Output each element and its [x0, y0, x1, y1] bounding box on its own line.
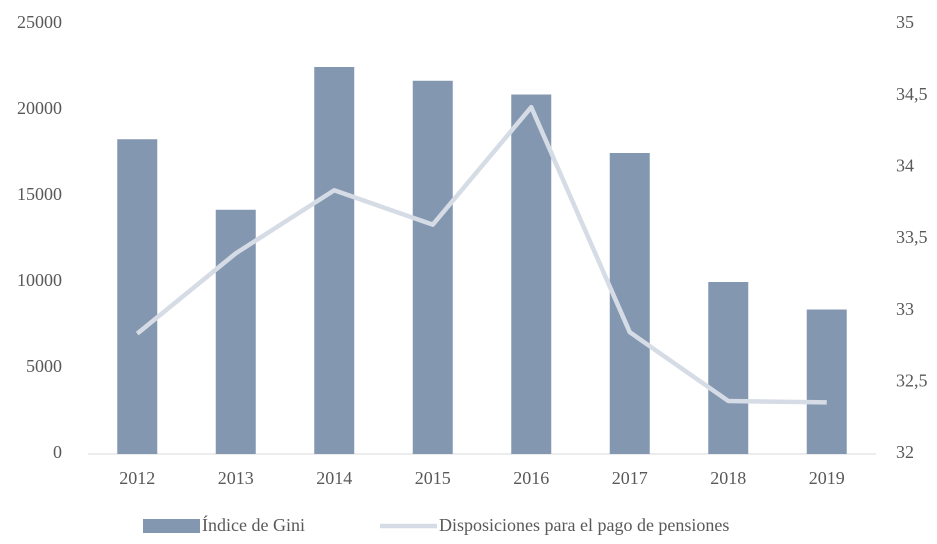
- bar: [511, 94, 552, 455]
- y2-tick-label: 32: [896, 442, 914, 462]
- y-tick-label: 10000: [17, 270, 62, 290]
- y2-tick-label: 34: [896, 155, 914, 175]
- bar: [215, 209, 256, 454]
- y-tick-label: 20000: [17, 98, 62, 118]
- legend-label: Índice de Gini: [202, 514, 305, 535]
- x-tick-label: 2013: [218, 468, 254, 488]
- y-tick-label: 25000: [17, 12, 62, 32]
- y-tick-label: 0: [53, 442, 62, 462]
- bar: [806, 309, 847, 454]
- x-tick-label: 2012: [119, 468, 155, 488]
- bar: [708, 282, 749, 454]
- y2-tick-label: 34,5: [896, 84, 928, 104]
- y-tick-label: 15000: [17, 184, 62, 204]
- legend-swatch: [143, 519, 200, 533]
- y2-tick-label: 32,5: [896, 370, 928, 390]
- bar: [314, 67, 355, 454]
- y2-tick-label: 35: [896, 12, 914, 32]
- bar: [412, 80, 453, 454]
- x-tick-label: 2019: [809, 468, 845, 488]
- x-tick-label: 2018: [710, 468, 746, 488]
- y2-tick-label: 33,5: [896, 227, 928, 247]
- x-tick-label: 2014: [316, 468, 352, 488]
- legend-label: Disposiciones para el pago de pensiones: [439, 515, 729, 535]
- y-tick-label: 5000: [26, 356, 62, 376]
- x-tick-label: 2017: [612, 468, 648, 488]
- bar: [117, 139, 158, 455]
- y2-tick-label: 33: [896, 299, 914, 319]
- line: [135, 104, 827, 405]
- x-tick-label: 2016: [513, 468, 549, 488]
- x-tick-label: 2015: [415, 468, 451, 488]
